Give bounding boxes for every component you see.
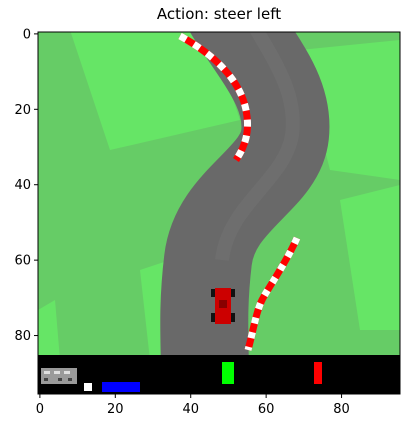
hud-score-digits (41, 368, 77, 384)
hud-bar (38, 355, 400, 394)
y-tick-label: 60 (14, 254, 31, 269)
grass-patch (70, 32, 240, 150)
plot-title: Action: steer left (156, 5, 282, 23)
plot-frame (37, 31, 401, 395)
x-tick-label: 20 (107, 402, 124, 417)
y-tick-label: 0 (23, 27, 31, 42)
y-tick-label: 20 (14, 103, 31, 118)
y-axis-ticks: 0 20 40 60 80 (14, 27, 38, 344)
curb-lower-white (244, 236, 301, 351)
grass-patch (38, 300, 60, 360)
hud-true-speed-marker (84, 383, 92, 391)
hud-gyro-bar (314, 362, 322, 384)
y-tick-label: 40 (14, 178, 31, 193)
race-track-shade (215, 32, 300, 262)
x-tick-label: 0 (36, 402, 44, 417)
hud-steering-bar (222, 362, 234, 384)
x-tick-label: 60 (258, 402, 275, 417)
x-tick-label: 40 (182, 402, 199, 417)
game-frame (38, 32, 400, 394)
curb-upper-white (178, 32, 252, 162)
grass-patch (340, 185, 400, 330)
hud-speed-bar (102, 382, 140, 392)
race-car-icon (211, 288, 235, 324)
race-track (160, 32, 330, 381)
x-axis-ticks: 0 20 40 60 80 (36, 394, 350, 417)
y-tick-label: 80 (14, 329, 31, 344)
x-tick-label: 80 (333, 402, 350, 417)
